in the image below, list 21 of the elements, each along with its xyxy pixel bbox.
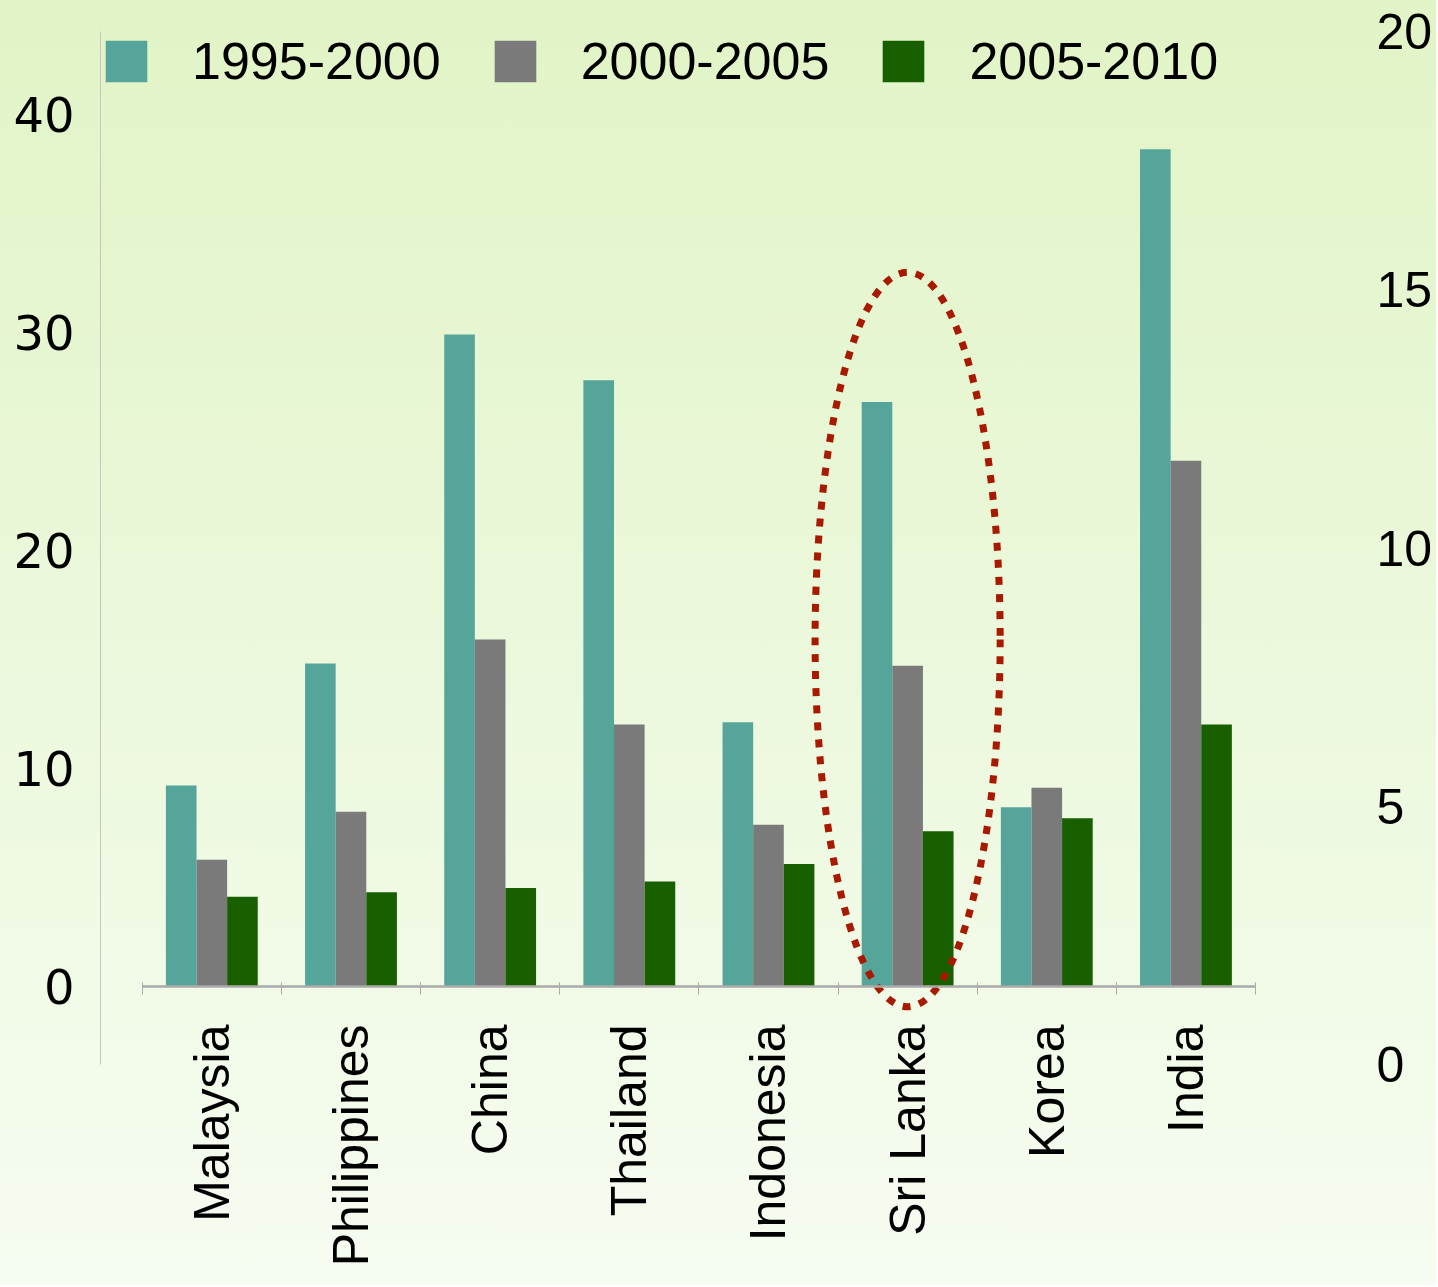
y-tick-label: 20 [13, 522, 75, 579]
x-tick-label: Malaysia [183, 1024, 240, 1222]
legend-label: 2000-2005 [580, 31, 830, 91]
y-tick-label: 40 [13, 86, 75, 143]
y2-tick-label: 15 [1376, 262, 1433, 319]
y-tick-label: 30 [13, 304, 75, 361]
legend-label: 1995-2000 [192, 31, 441, 91]
y2-tick-label: 0 [1376, 1037, 1405, 1093]
y2-tick-label: 20 [1376, 4, 1433, 60]
x-tick-label: India [1157, 1024, 1214, 1133]
x-tick-label: Sri Lanka [879, 1024, 936, 1236]
y2-tick-label: 10 [1376, 520, 1433, 577]
x-tick-label: Thailand [601, 1024, 658, 1217]
x-tick-label: Philippines [322, 1024, 379, 1267]
x-tick-label: Korea [1018, 1024, 1075, 1158]
x-tick-label: Indonesia [740, 1024, 797, 1242]
legend-label: 2005-2010 [969, 31, 1219, 91]
y-tick-label: 0 [43, 958, 75, 1015]
y2-tick-label: 5 [1376, 778, 1405, 835]
y-tick-label: 10 [13, 740, 75, 797]
x-tick-label: China [462, 1024, 519, 1156]
